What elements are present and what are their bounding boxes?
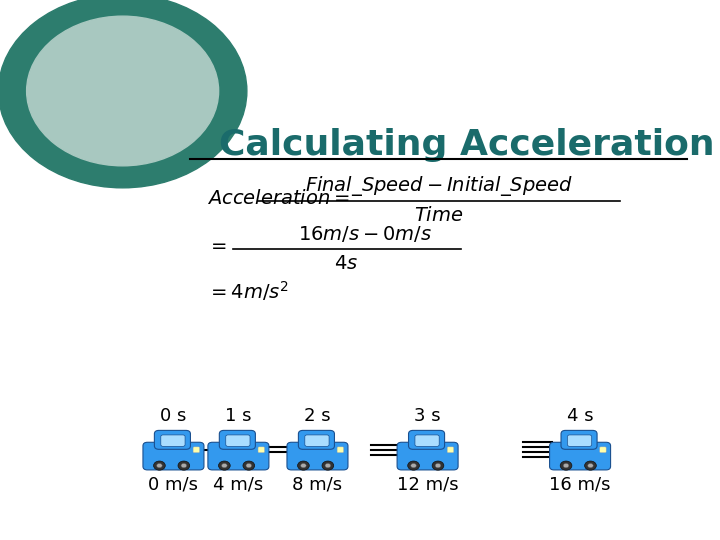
FancyBboxPatch shape <box>397 442 458 470</box>
FancyBboxPatch shape <box>193 447 199 453</box>
FancyBboxPatch shape <box>447 447 454 453</box>
Text: $= 4m/s^{2}$: $= 4m/s^{2}$ <box>207 279 289 303</box>
Text: 4 m/s: 4 m/s <box>213 476 264 494</box>
FancyBboxPatch shape <box>258 447 264 453</box>
Circle shape <box>301 463 306 468</box>
Circle shape <box>560 461 572 470</box>
Circle shape <box>588 463 593 468</box>
Text: 8 m/s: 8 m/s <box>292 476 343 494</box>
Circle shape <box>325 463 330 468</box>
FancyBboxPatch shape <box>154 430 191 449</box>
Circle shape <box>585 461 596 470</box>
FancyBboxPatch shape <box>287 442 348 470</box>
FancyBboxPatch shape <box>226 435 250 447</box>
Text: 1 s: 1 s <box>225 407 252 425</box>
Text: $\mathit{Acceleration} =$: $\mathit{Acceleration} =$ <box>207 190 350 208</box>
FancyBboxPatch shape <box>298 430 335 449</box>
Circle shape <box>27 16 219 166</box>
Circle shape <box>0 0 247 188</box>
Circle shape <box>153 461 166 470</box>
Circle shape <box>178 461 189 470</box>
Text: $\mathit{Time}$: $\mathit{Time}$ <box>414 206 464 225</box>
Text: 4 s: 4 s <box>567 407 593 425</box>
Circle shape <box>181 463 186 468</box>
FancyBboxPatch shape <box>600 447 606 453</box>
FancyBboxPatch shape <box>161 435 185 447</box>
FancyBboxPatch shape <box>408 430 444 449</box>
Circle shape <box>219 461 230 470</box>
Text: $16m/s - 0m/s$: $16m/s - 0m/s$ <box>297 224 432 244</box>
Text: $\mathit{Final\_Speed} - \mathit{Initial\_Speed}$: $\mathit{Final\_Speed} - \mathit{Initial… <box>305 174 573 198</box>
Text: $4s$: $4s$ <box>334 254 359 273</box>
Circle shape <box>432 461 444 470</box>
FancyBboxPatch shape <box>561 430 597 449</box>
FancyBboxPatch shape <box>567 435 592 447</box>
FancyBboxPatch shape <box>549 442 611 470</box>
Circle shape <box>246 463 251 468</box>
FancyBboxPatch shape <box>415 435 439 447</box>
Circle shape <box>322 461 333 470</box>
Circle shape <box>157 463 162 468</box>
Circle shape <box>563 463 569 468</box>
Circle shape <box>243 461 255 470</box>
FancyBboxPatch shape <box>305 435 329 447</box>
Text: 2 s: 2 s <box>304 407 330 425</box>
Text: 3 s: 3 s <box>414 407 441 425</box>
FancyBboxPatch shape <box>220 430 256 449</box>
Circle shape <box>297 461 310 470</box>
Text: Calculating Acceleration: Calculating Acceleration <box>219 129 714 163</box>
Circle shape <box>411 463 416 468</box>
FancyBboxPatch shape <box>337 447 343 453</box>
Text: 0 s: 0 s <box>161 407 186 425</box>
Text: 16 m/s: 16 m/s <box>549 476 611 494</box>
FancyBboxPatch shape <box>143 442 204 470</box>
Circle shape <box>222 463 228 468</box>
Circle shape <box>408 461 420 470</box>
Text: 0 m/s: 0 m/s <box>148 476 199 494</box>
Text: 12 m/s: 12 m/s <box>397 476 459 494</box>
Text: $= $: $= $ <box>207 236 228 254</box>
Circle shape <box>435 463 441 468</box>
FancyBboxPatch shape <box>208 442 269 470</box>
